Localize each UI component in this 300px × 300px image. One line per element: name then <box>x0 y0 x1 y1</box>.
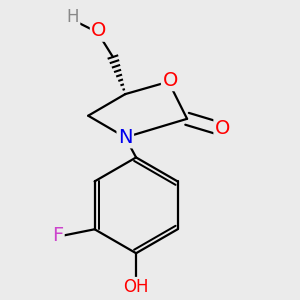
Text: H: H <box>67 8 79 26</box>
Text: O: O <box>162 71 178 90</box>
Text: F: F <box>52 226 63 245</box>
Text: O: O <box>215 118 230 138</box>
Text: OH: OH <box>123 278 149 296</box>
Text: O: O <box>91 21 107 40</box>
Text: N: N <box>118 128 133 147</box>
